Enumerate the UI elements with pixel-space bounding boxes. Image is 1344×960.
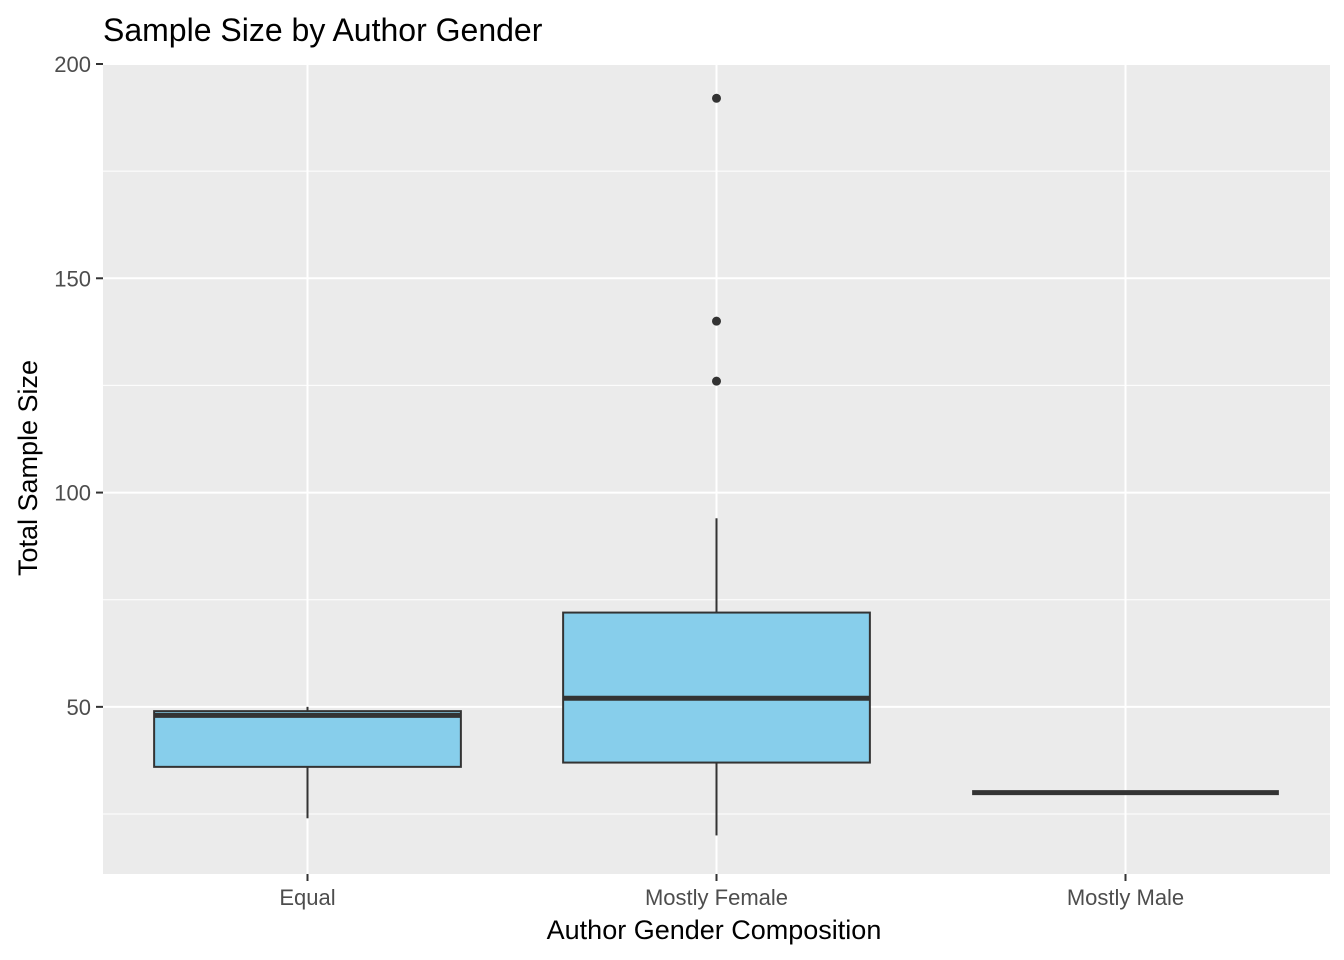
outlier-point [712, 93, 721, 103]
y-tick-label: 200 [54, 52, 91, 77]
y-axis-title: Total Sample Size [13, 360, 43, 576]
y-tick-label: 150 [54, 266, 91, 291]
outlier-point [712, 316, 721, 326]
outlier-point [712, 376, 721, 386]
y-axis: 50 100 150 200 [54, 52, 103, 720]
boxplots [153, 93, 1279, 836]
y-tick-label: 50 [67, 695, 91, 720]
x-tick-label: Mostly Male [1067, 885, 1184, 910]
x-tick-label: Equal [279, 885, 335, 910]
x-axis-title: Author Gender Composition [547, 915, 882, 945]
boxplot-equal [153, 706, 462, 819]
y-tick-label: 100 [54, 481, 91, 506]
chart-title: Sample Size by Author Gender [103, 12, 543, 48]
x-tick-label: Mostly Female [645, 885, 788, 910]
box-iqr [153, 710, 462, 768]
x-axis: Equal Mostly Female Mostly Male [279, 874, 1184, 910]
boxplot-mostly-female [562, 93, 871, 836]
box-iqr [562, 611, 871, 764]
